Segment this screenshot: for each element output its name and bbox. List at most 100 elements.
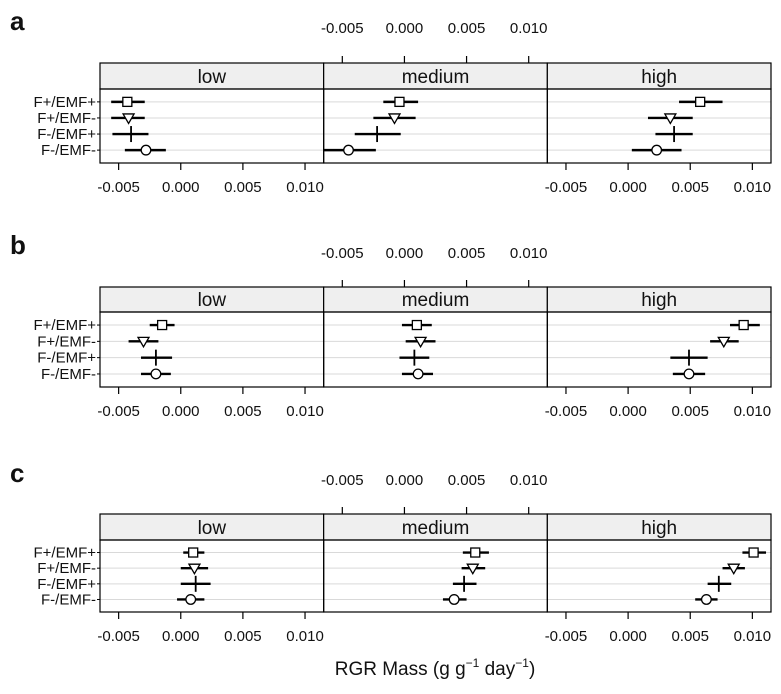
panel-frame-high	[546, 539, 772, 613]
category-label: F+/EMF-	[37, 333, 96, 350]
panel-frame-medium	[323, 539, 548, 613]
x-tick-label: 0.005	[671, 628, 709, 645]
point-square	[470, 547, 481, 558]
point-circle	[343, 144, 354, 156]
category-label: F+/EMF+	[33, 317, 96, 334]
strip-low	[99, 286, 325, 313]
strip-label: low	[198, 67, 227, 88]
figure-b: b F+/EMF+F+/EMF-F-/EMF+F-/EMF-low -0.005 0.…	[10, 230, 772, 420]
point-circle	[185, 594, 197, 605]
x-tick-label: 0.010	[734, 179, 772, 196]
panel-frame-medium	[323, 311, 548, 388]
point-square	[394, 96, 405, 108]
category-label: F+/EMF+	[33, 545, 96, 562]
x-tick-label: 0.000	[609, 628, 647, 645]
x-tick-label: 0.005	[224, 403, 262, 420]
strip-high	[546, 513, 772, 541]
x-axis-title-main: RGR Mass (g g	[335, 659, 466, 680]
point-triangle	[663, 113, 677, 125]
x-tick-label: 0.005	[671, 179, 709, 196]
strip-label: medium	[402, 518, 470, 539]
strip-label: medium	[402, 67, 470, 88]
category-label: F-/EMF+	[37, 126, 96, 143]
category-label: F+/EMF-	[37, 110, 96, 127]
category-label: F+/EMF+	[33, 94, 96, 111]
x-tick-label: -0.005	[97, 403, 140, 420]
x-tick-label: 0.005	[224, 179, 262, 196]
x-tick-label: 0.010	[286, 403, 324, 420]
panel-frame-medium	[323, 88, 548, 164]
point-square	[122, 96, 133, 108]
point-triangle	[387, 113, 402, 125]
x-tick-label: 0.000	[386, 245, 424, 262]
x-tick-label: 0.000	[162, 403, 200, 420]
strip-label: high	[641, 290, 677, 311]
point-circle	[651, 144, 663, 156]
point-triangle	[466, 563, 480, 575]
x-tick-label: 0.000	[386, 472, 424, 489]
x-axis-title-sup1: −1	[466, 656, 480, 670]
strip-medium	[323, 286, 548, 313]
strip-label: medium	[402, 290, 470, 311]
point-triangle	[413, 336, 428, 349]
strip-high	[546, 286, 772, 313]
point-circle	[683, 368, 695, 380]
strip-label: low	[198, 518, 227, 539]
x-tick-label: -0.005	[97, 179, 140, 196]
x-tick-label: -0.005	[545, 179, 588, 196]
strip-label: low	[198, 290, 227, 311]
strip-label: high	[641, 518, 677, 539]
x-tick-label: 0.005	[224, 628, 262, 645]
x-tick-label: -0.005	[321, 472, 364, 489]
category-label: F-/EMF-	[41, 591, 96, 608]
x-axis-title: RGR Mass (g g−1 day−1)	[335, 656, 536, 680]
point-square	[738, 319, 749, 331]
x-tick-label: -0.005	[97, 628, 140, 645]
point-triangle	[136, 336, 151, 349]
point-circle	[700, 594, 712, 605]
x-tick-label: 0.000	[386, 20, 424, 37]
x-tick-label: 0.010	[286, 179, 324, 196]
point-circle	[448, 594, 460, 605]
point-triangle	[187, 563, 202, 575]
x-tick-label: 0.010	[510, 245, 548, 262]
x-tick-label: 0.005	[448, 245, 486, 262]
strip-low	[99, 62, 325, 90]
category-label: F-/EMF-	[41, 142, 96, 159]
x-tick-label: -0.005	[321, 245, 364, 262]
category-label: F-/EMF+	[37, 576, 96, 593]
category-label: F+/EMF-	[37, 560, 96, 577]
figure-a: a F+/EMF+F+/EMF-F-/EMF+F-/EMF-low -0.005 0.…	[10, 6, 772, 196]
strip-medium	[323, 513, 548, 541]
x-tick-label: 0.010	[510, 20, 548, 37]
x-tick-label: -0.005	[321, 20, 364, 37]
x-tick-label: 0.010	[734, 628, 772, 645]
point-square	[695, 96, 706, 108]
point-triangle	[121, 113, 136, 125]
point-circle	[140, 144, 152, 156]
x-tick-label: 0.005	[448, 472, 486, 489]
x-tick-label: 0.005	[448, 20, 486, 37]
x-tick-label: 0.010	[286, 628, 324, 645]
x-tick-label: 0.000	[609, 179, 647, 196]
panel-label: a	[10, 6, 25, 36]
x-tick-label: 0.010	[510, 472, 548, 489]
point-square	[156, 319, 168, 331]
point-square	[188, 547, 199, 558]
panel-label: c	[10, 458, 24, 488]
panel-label: b	[10, 230, 26, 260]
point-triangle	[717, 336, 731, 349]
x-axis-title-end: )	[529, 659, 535, 680]
x-tick-label: 0.000	[162, 628, 200, 645]
x-tick-label: 0.000	[609, 403, 647, 420]
x-tick-label: -0.005	[545, 628, 588, 645]
category-label: F-/EMF+	[37, 350, 96, 367]
panel-frame-low	[99, 311, 325, 388]
panel-frame-high	[546, 311, 772, 388]
category-label: F-/EMF-	[41, 366, 96, 383]
point-triangle	[727, 563, 741, 575]
panel-frame-low	[99, 88, 325, 164]
panel-frame-low	[99, 539, 325, 613]
